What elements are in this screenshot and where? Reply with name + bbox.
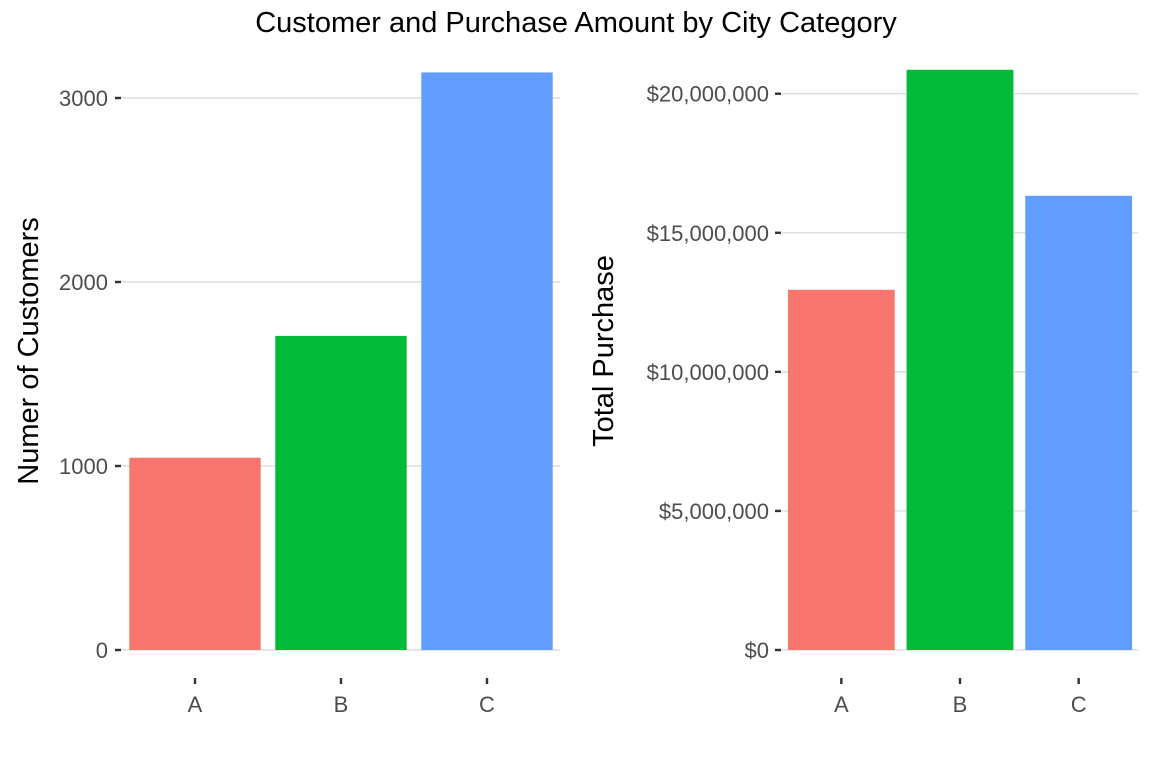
purchase-y-tick-label: $20,000,000 <box>647 82 769 107</box>
purchase-x-axis: A B C <box>834 678 1087 717</box>
purchase-x-tick-label-a: A <box>834 692 849 717</box>
customers-x-tick-label-b: B <box>334 692 349 717</box>
customers-panel: 0 1000 2000 3000 A B C Numer of Customers <box>13 72 560 717</box>
customers-x-axis: A B C <box>188 678 495 717</box>
purchase-bar-b <box>906 69 1014 651</box>
purchase-y-tick-label: $5,000,000 <box>659 499 769 524</box>
chart-title: Customer and Purchase Amount by City Cat… <box>255 7 897 39</box>
customers-y-tick-label: 3000 <box>59 86 108 111</box>
purchase-x-tick-label-c: C <box>1071 692 1087 717</box>
purchase-bar-c <box>1025 195 1133 650</box>
customers-x-tick-label-c: C <box>479 692 495 717</box>
customers-y-tick-label: 0 <box>96 638 108 663</box>
purchase-y-tick-label: $15,000,000 <box>647 221 769 246</box>
purchase-y-tick-label: $0 <box>745 638 769 663</box>
customers-y-axis-title: Numer of Customers <box>13 217 45 485</box>
purchase-x-tick-label-b: B <box>953 692 968 717</box>
purchase-bars <box>787 69 1133 651</box>
purchase-y-tick-label: $10,000,000 <box>647 360 769 385</box>
customers-y-tick-label: 1000 <box>59 454 108 479</box>
customers-bar-a <box>129 457 261 650</box>
customers-x-tick-label-a: A <box>188 692 203 717</box>
customers-bar-b <box>275 335 407 650</box>
purchase-y-axis-title: Total Purchase <box>588 255 620 447</box>
customers-y-axis: 0 1000 2000 3000 <box>59 86 121 663</box>
purchase-y-axis: $0 $5,000,000 $10,000,000 $15,000,000 $20,00… <box>647 82 781 663</box>
purchase-panel: $0 $5,000,000 $10,000,000 $15,000,000 $20,00… <box>588 69 1138 717</box>
purchase-bar-a <box>787 289 895 650</box>
customers-bar-c <box>421 72 553 650</box>
customers-y-tick-label: 2000 <box>59 270 108 295</box>
customers-bars <box>129 72 553 650</box>
